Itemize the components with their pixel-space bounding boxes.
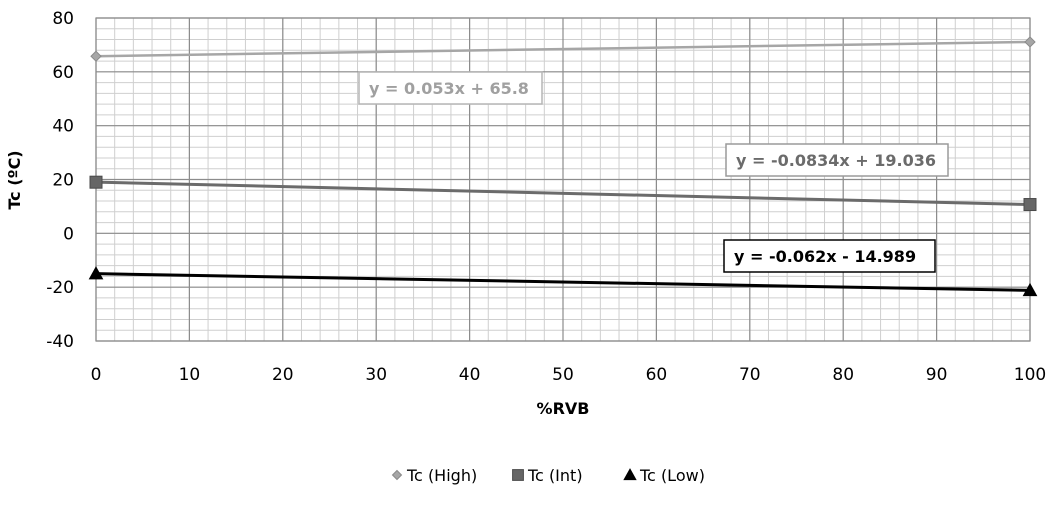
legend-item: Tc (Int) [512, 466, 583, 485]
trendline-equations: y = 0.053x + 65.8 y = -0.0834x + 19.036 y … [358, 71, 949, 273]
y-tick-label: -20 [46, 278, 74, 298]
data-markers [88, 36, 1038, 297]
legend-label: Tc (Low) [639, 466, 705, 485]
legend-label: Tc (High) [406, 466, 477, 485]
legend: Tc (High) Tc (Int) Tc (Low) [391, 466, 705, 485]
y-axis-title: Tc (ºC) [5, 150, 24, 209]
legend-item: Tc (High) [391, 466, 477, 485]
trendline-triangle [95, 272, 1031, 292]
y-tick-label: -40 [46, 332, 74, 352]
data-point-square [89, 175, 103, 189]
y-tick-label: 0 [63, 224, 74, 244]
legend-item: Tc (Low) [623, 466, 705, 485]
x-axis-ticks: 0 10 20 30 40 50 60 70 80 90 100 [91, 365, 1047, 385]
trendline-diamond [95, 40, 1031, 58]
data-point-diamond [1024, 36, 1036, 48]
trendline-square [95, 180, 1031, 207]
x-tick-label: 40 [459, 365, 481, 385]
x-tick-label: 100 [1014, 365, 1046, 385]
x-tick-label: 90 [926, 365, 948, 385]
x-tick-label: 20 [272, 365, 294, 385]
data-point-diamond [90, 50, 102, 62]
data-point-diamond [391, 469, 403, 481]
x-tick-label: 60 [646, 365, 668, 385]
y-axis-ticks: 80 60 40 20 0 -20 -40 [46, 9, 74, 352]
equation-box [358, 71, 543, 105]
major-grid [95, 17, 1031, 342]
data-point-square [1023, 198, 1037, 212]
data-point-triangle [1022, 282, 1038, 297]
y-tick-label: 60 [52, 63, 74, 83]
equation-label: y = -0.062x - 14.989 [734, 247, 916, 266]
data-point-triangle [88, 266, 104, 280]
trendlines [95, 40, 1031, 292]
x-tick-label: 0 [91, 365, 102, 385]
x-tick-label: 30 [365, 365, 387, 385]
x-tick-label: 10 [179, 365, 201, 385]
x-tick-label: 70 [739, 365, 761, 385]
equation-box [725, 143, 949, 177]
x-tick-label: 80 [832, 365, 854, 385]
data-point-square [512, 469, 524, 481]
y-tick-label: 80 [52, 9, 74, 29]
y-tick-label: 40 [52, 117, 74, 137]
data-point-triangle [623, 468, 637, 481]
x-tick-label: 50 [552, 365, 574, 385]
x-axis-title: %RVB [537, 399, 590, 418]
y-tick-label: 20 [52, 171, 74, 191]
equation-label: y = -0.0834x + 19.036 [736, 151, 936, 170]
equation-box [723, 239, 936, 273]
equation-label: y = 0.053x + 65.8 [369, 79, 529, 98]
legend-label: Tc (Int) [527, 466, 583, 485]
